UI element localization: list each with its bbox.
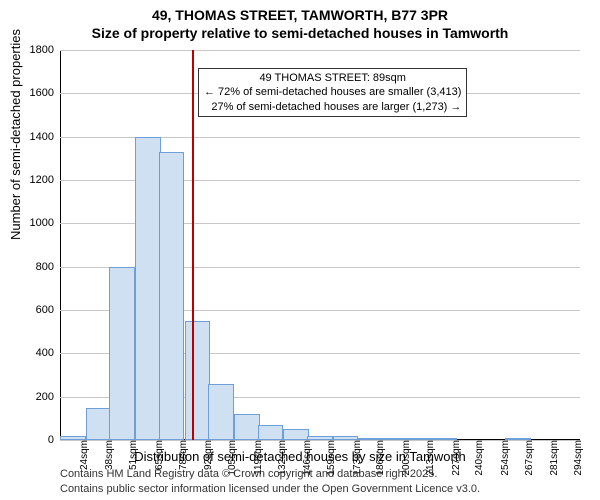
histogram-bar xyxy=(208,384,234,440)
histogram-bar xyxy=(234,414,260,440)
y-tick-label: 0 xyxy=(48,434,60,446)
y-tick-label: 200 xyxy=(36,391,60,403)
y-tick-label: 1400 xyxy=(30,131,60,143)
histogram-bar xyxy=(159,152,185,440)
histogram-bar xyxy=(258,425,284,440)
annotation-line: 49 THOMAS STREET: 89sqm xyxy=(204,71,461,85)
annotation-box: 49 THOMAS STREET: 89sqm← 72% of semi-det… xyxy=(198,68,467,117)
title-line2: Size of property relative to semi-detach… xyxy=(0,24,600,42)
grid-line xyxy=(60,50,580,51)
title-line1: 49, THOMAS STREET, TAMWORTH, B77 3PR xyxy=(0,6,600,24)
x-axis-label: Distribution of semi-detached houses by … xyxy=(0,449,600,464)
annotation-line: 27% of semi-detached houses are larger (… xyxy=(204,100,461,114)
histogram-bar xyxy=(86,408,112,441)
reference-line xyxy=(192,50,194,440)
y-tick-label: 400 xyxy=(36,347,60,359)
histogram-bar xyxy=(135,137,161,440)
attribution-line1: Contains HM Land Registry data © Crown c… xyxy=(60,467,480,481)
y-tick-label: 1200 xyxy=(30,174,60,186)
histogram-bar xyxy=(109,267,135,440)
y-tick-label: 800 xyxy=(36,261,60,273)
y-axis-label: Number of semi-detached properties xyxy=(8,29,23,240)
plot: 02004006008001000120014001600180024sqm38… xyxy=(60,50,580,440)
chart-title: 49, THOMAS STREET, TAMWORTH, B77 3PR Siz… xyxy=(0,0,600,42)
histogram-bar xyxy=(283,429,309,440)
plot-area: 02004006008001000120014001600180024sqm38… xyxy=(60,50,580,440)
attribution-line2: Contains public sector information licen… xyxy=(60,482,480,496)
y-axis-line xyxy=(60,50,61,440)
annotation-line: ← 72% of semi-detached houses are smalle… xyxy=(204,85,461,99)
y-tick-label: 600 xyxy=(36,304,60,316)
histogram-bar xyxy=(185,321,211,440)
y-tick-label: 1800 xyxy=(30,44,60,56)
attribution: Contains HM Land Registry data © Crown c… xyxy=(60,467,480,496)
y-tick-label: 1600 xyxy=(30,87,60,99)
y-tick-label: 1000 xyxy=(30,217,60,229)
